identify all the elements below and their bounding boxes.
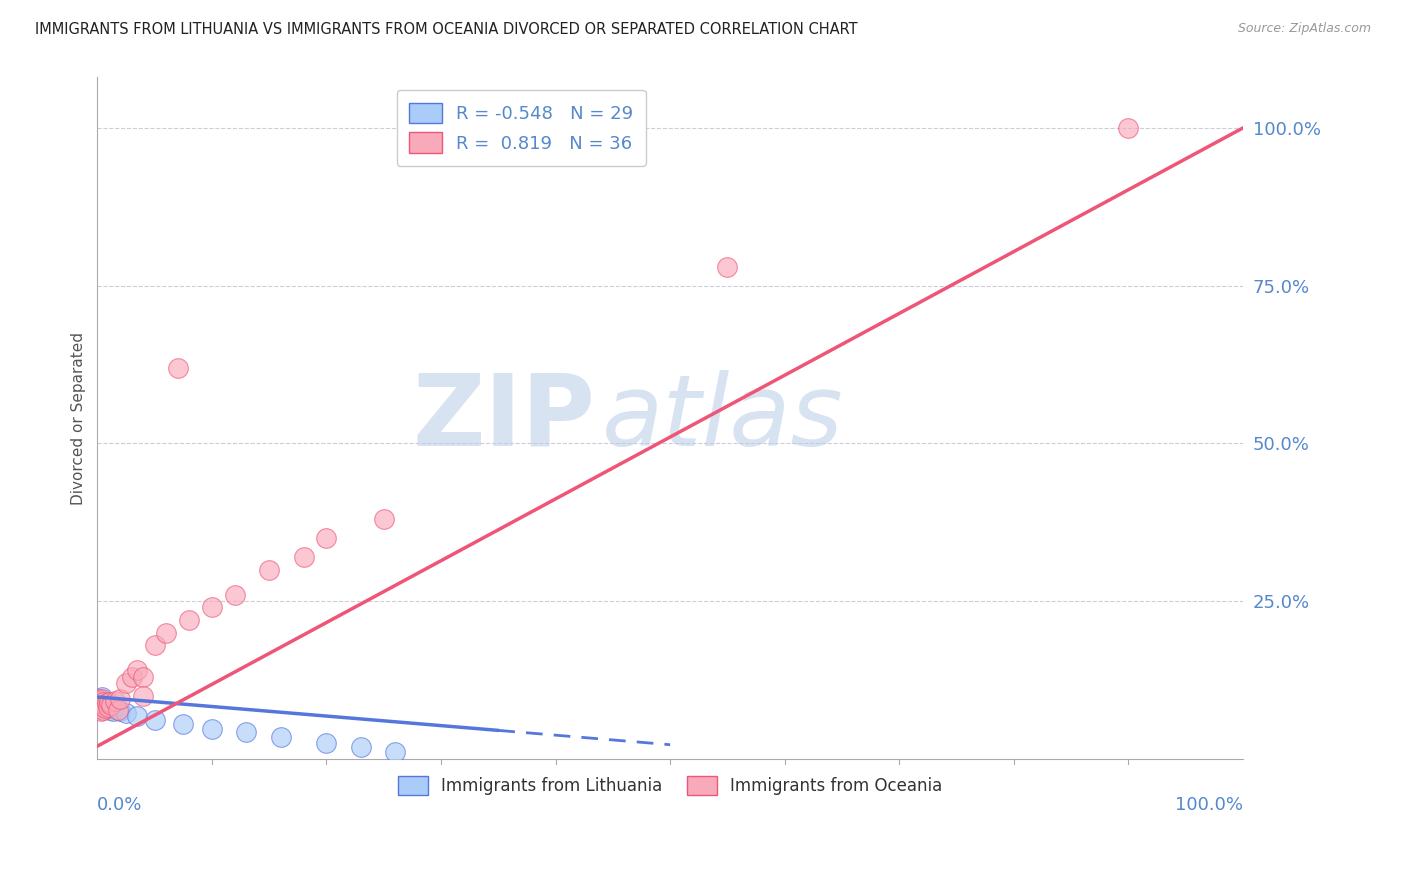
Point bbox=[91, 702, 114, 716]
Point bbox=[115, 706, 138, 721]
Point bbox=[315, 531, 337, 545]
Point bbox=[716, 260, 738, 274]
Point bbox=[110, 705, 132, 719]
Point bbox=[100, 701, 122, 715]
Text: 0.0%: 0.0% bbox=[97, 797, 143, 814]
Point bbox=[121, 670, 143, 684]
Text: Source: ZipAtlas.com: Source: ZipAtlas.com bbox=[1237, 22, 1371, 36]
Point bbox=[90, 694, 112, 708]
Point bbox=[89, 701, 111, 715]
Point bbox=[315, 736, 337, 750]
Text: atlas: atlas bbox=[602, 369, 844, 467]
Point bbox=[94, 701, 117, 715]
Point bbox=[90, 696, 112, 710]
Point bbox=[103, 700, 125, 714]
Point bbox=[91, 698, 114, 712]
Point bbox=[89, 691, 111, 706]
Point bbox=[257, 562, 280, 576]
Point bbox=[90, 690, 112, 704]
Point bbox=[143, 713, 166, 727]
Point bbox=[90, 700, 112, 714]
Point bbox=[115, 676, 138, 690]
Point bbox=[235, 725, 257, 739]
Point bbox=[87, 698, 110, 713]
Legend: Immigrants from Lithuania, Immigrants from Oceania: Immigrants from Lithuania, Immigrants fr… bbox=[391, 769, 949, 802]
Point bbox=[98, 702, 121, 716]
Point bbox=[96, 696, 118, 710]
Point bbox=[132, 689, 155, 703]
Point bbox=[201, 722, 224, 736]
Point bbox=[93, 698, 115, 713]
Point bbox=[89, 694, 111, 708]
Point bbox=[107, 702, 129, 716]
Point bbox=[97, 695, 120, 709]
Point bbox=[201, 600, 224, 615]
Text: IMMIGRANTS FROM LITHUANIA VS IMMIGRANTS FROM OCEANIA DIVORCED OR SEPARATED CORRE: IMMIGRANTS FROM LITHUANIA VS IMMIGRANTS … bbox=[35, 22, 858, 37]
Point bbox=[90, 691, 112, 706]
Point bbox=[97, 700, 120, 714]
Point bbox=[87, 695, 110, 709]
Point bbox=[1118, 120, 1140, 135]
Point bbox=[89, 698, 111, 713]
Point bbox=[87, 691, 110, 706]
Point bbox=[143, 638, 166, 652]
Point bbox=[97, 700, 120, 714]
Point bbox=[91, 695, 114, 709]
Point bbox=[172, 717, 194, 731]
Point bbox=[96, 696, 118, 710]
Point bbox=[270, 730, 292, 744]
Point bbox=[350, 740, 373, 755]
Point bbox=[373, 512, 395, 526]
Point bbox=[155, 625, 177, 640]
Point bbox=[132, 670, 155, 684]
Point bbox=[103, 694, 125, 708]
Point bbox=[90, 700, 112, 714]
Point bbox=[110, 691, 132, 706]
Point bbox=[127, 709, 149, 723]
Point bbox=[224, 588, 246, 602]
Point bbox=[90, 696, 112, 710]
Point bbox=[127, 664, 149, 678]
Point bbox=[103, 705, 125, 719]
Point bbox=[94, 701, 117, 715]
Point bbox=[90, 705, 112, 719]
Point bbox=[177, 613, 200, 627]
Text: ZIP: ZIP bbox=[413, 369, 596, 467]
Point bbox=[93, 698, 115, 713]
Point bbox=[97, 698, 120, 713]
Point bbox=[100, 698, 122, 713]
Y-axis label: Divorced or Separated: Divorced or Separated bbox=[72, 332, 86, 505]
Text: 100.0%: 100.0% bbox=[1175, 797, 1243, 814]
Point bbox=[91, 695, 114, 709]
Point bbox=[166, 360, 188, 375]
Point bbox=[292, 549, 315, 564]
Point bbox=[384, 746, 406, 760]
